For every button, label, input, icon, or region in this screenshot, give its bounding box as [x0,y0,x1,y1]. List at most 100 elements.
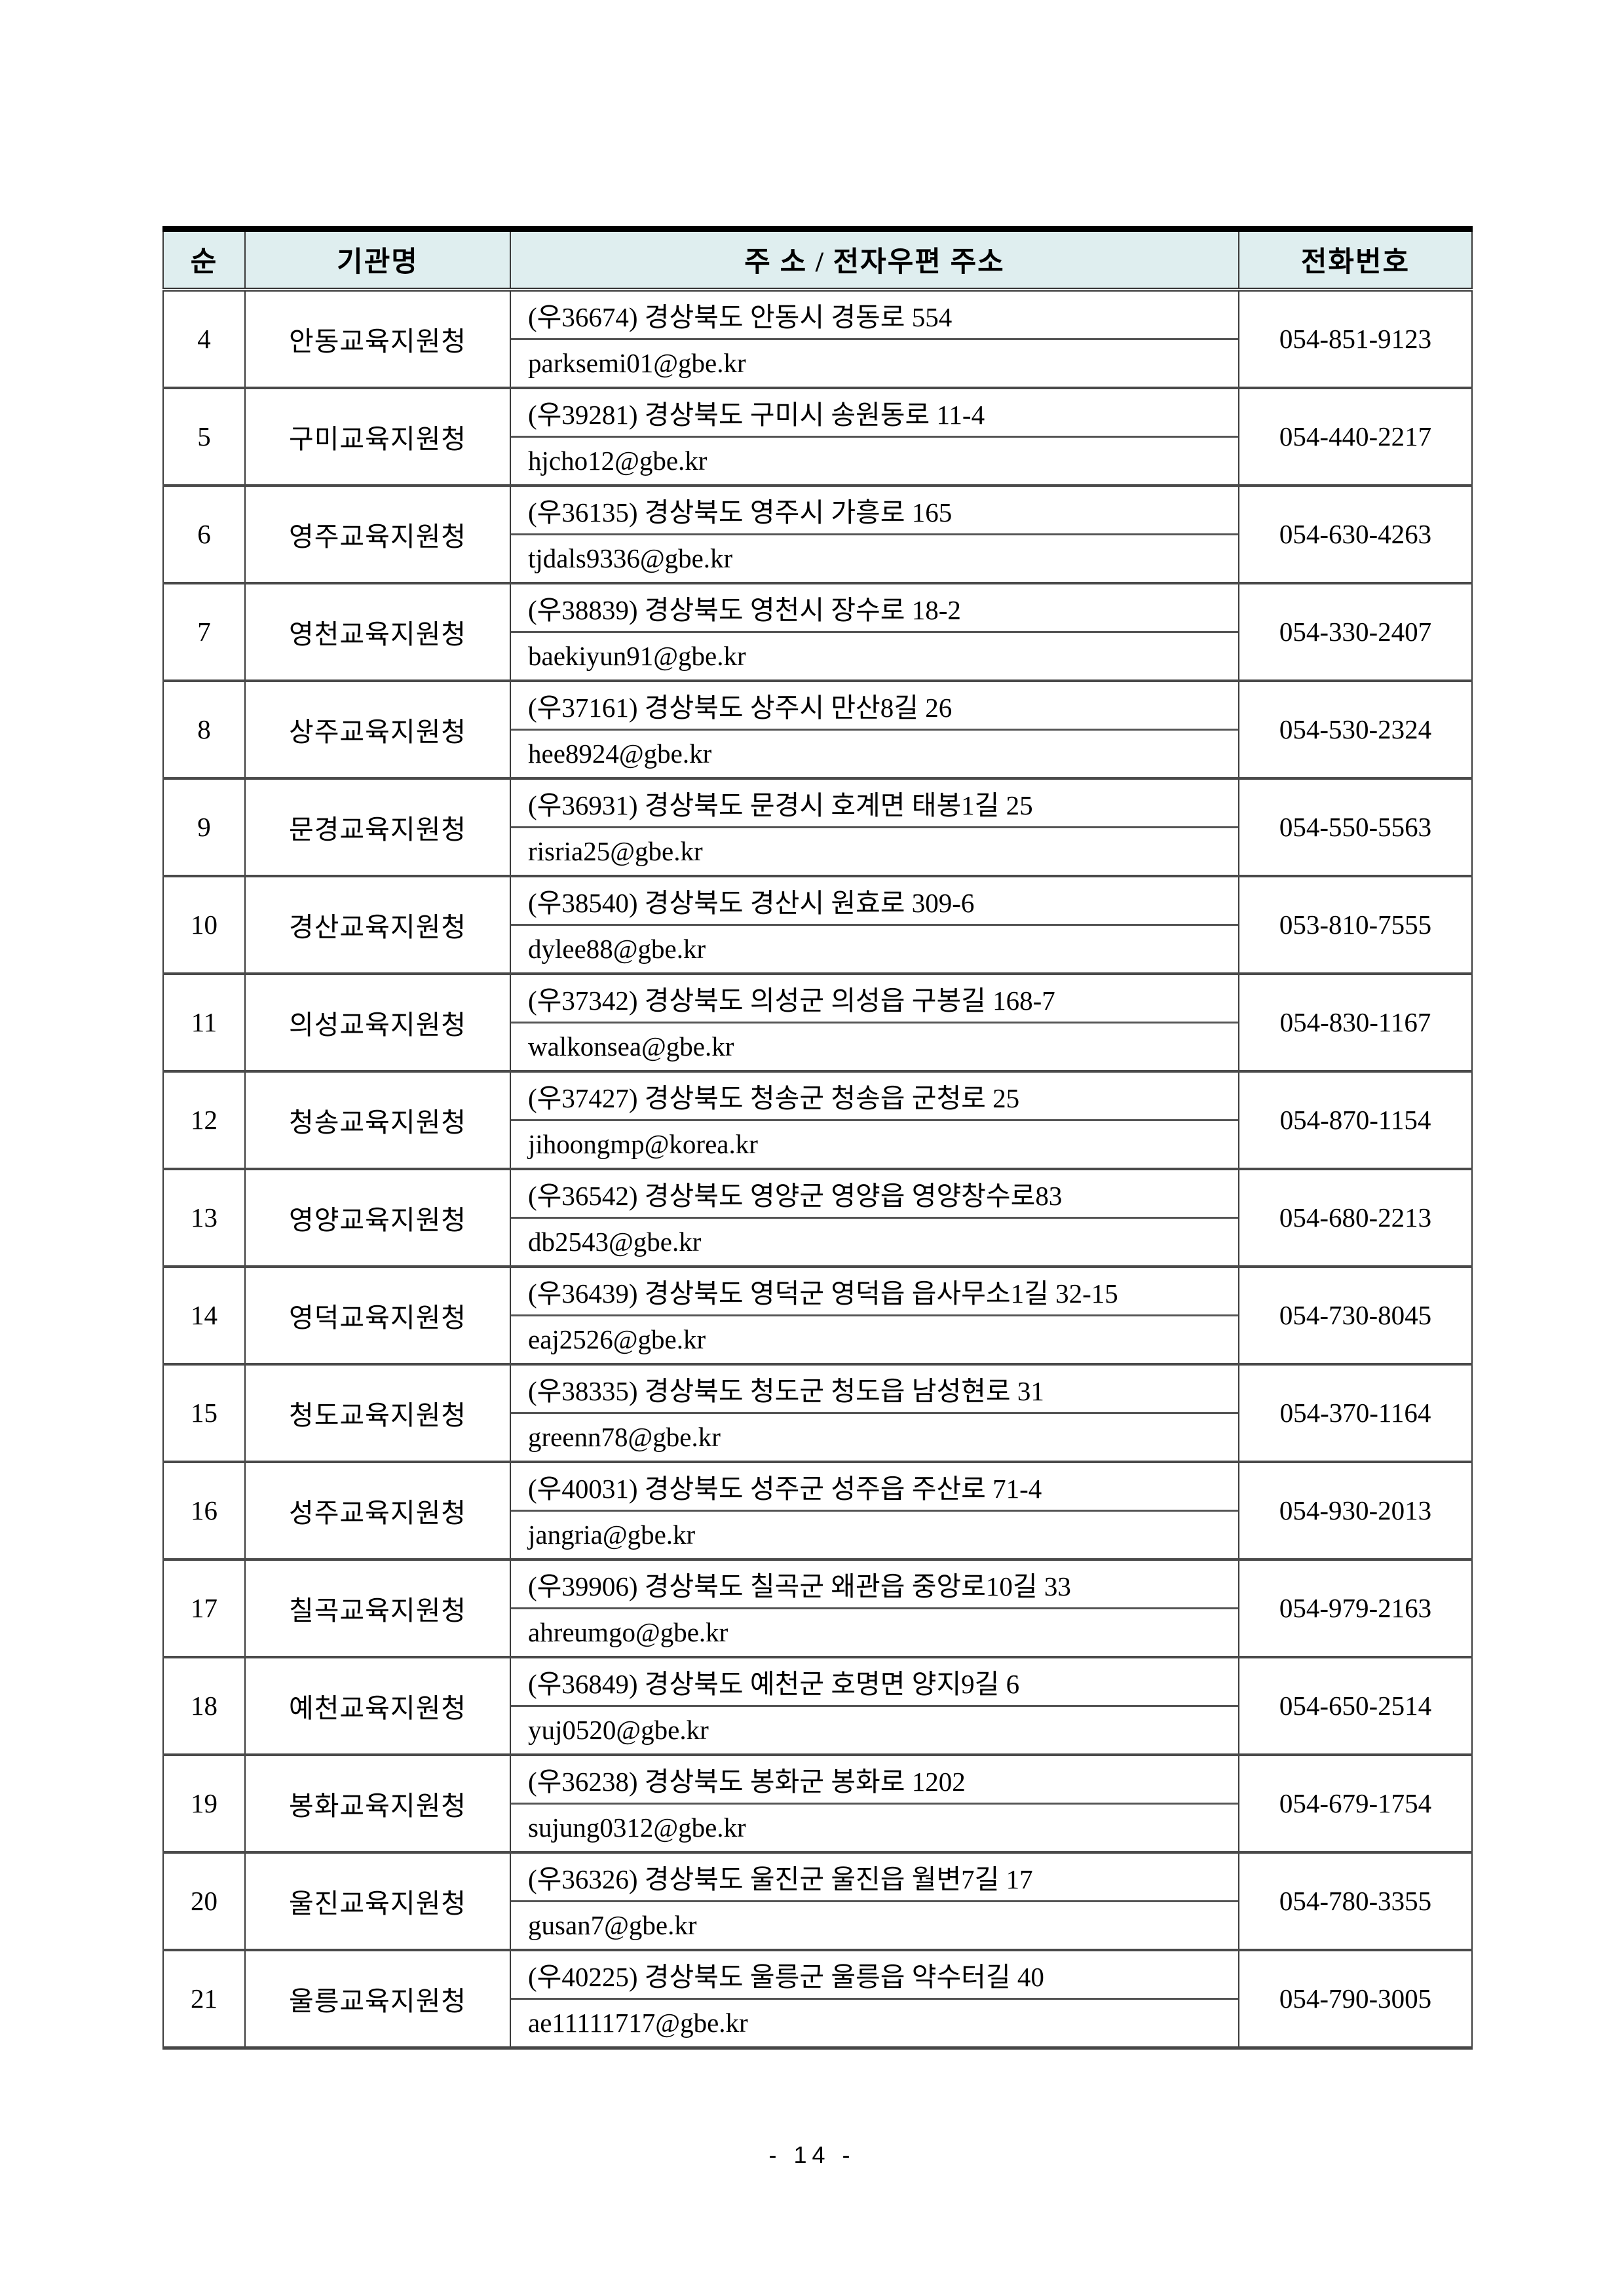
institution-name: 상주교육지원청 [244,680,511,778]
email-address: dylee88@gbe.kr [528,934,706,964]
address-email-stack: (우38839) 경상북도 영천시 장수로 18-2 baekiyun91@gb… [511,584,1238,679]
row-number: 5 [162,387,246,486]
address-email-stack: (우40225) 경상북도 울릉군 울릉읍 약수터길 40 ae11111717… [511,1951,1238,2046]
postal-address: (우37342) 경상북도 의성군 의성읍 구봉길 168-7 [511,975,1238,1024]
table-row: 16 성주교육지원청 (우40031) 경상북도 성주군 성주읍 주산로 71-… [162,1461,1473,1559]
phone-number: 054-870-1154 [1238,1071,1473,1169]
email-address: baekiyun91@gbe.kr [528,641,746,671]
email-address: tjdals9336@gbe.kr [528,543,733,573]
phone-number: 054-650-2514 [1238,1656,1473,1755]
row-number: 10 [162,875,246,974]
phone-number: 054-530-2324 [1238,680,1473,778]
address-email-stack: (우38540) 경상북도 경산시 원효로 309-6 dylee88@gbe.… [511,877,1238,972]
institution-name: 울릉교육지원청 [244,1949,511,2048]
address-email-stack: (우39906) 경상북도 칠곡군 왜관읍 중앙로10길 33 ahreumgo… [511,1561,1238,1656]
row-number: 4 [162,289,246,388]
institution-name: 영양교육지원청 [244,1168,511,1267]
phone-number: 054-679-1754 [1238,1754,1473,1852]
row-number: 19 [162,1754,246,1852]
postal-address: (우37161) 경상북도 상주시 만산8길 26 [511,682,1238,731]
address-email-stack: (우36326) 경상북도 울진군 울진읍 월변7길 17 gusan7@gbe… [511,1854,1238,1949]
phone-number: 054-550-5563 [1238,778,1473,876]
row-number: 21 [162,1949,246,2048]
postal-address: (우38839) 경상북도 영천시 장수로 18-2 [511,584,1238,633]
address-email-stack: (우36439) 경상북도 영덕군 영덕읍 읍사무소1길 32-15 eaj25… [511,1268,1238,1363]
postal-address: (우36849) 경상북도 예천군 호명면 양지9길 6 [511,1658,1238,1707]
address-email-stack: (우36542) 경상북도 영양군 영양읍 영양창수로83 db2543@gbe… [511,1170,1238,1265]
row-number: 17 [162,1559,246,1657]
institution-name: 영덕교육지원청 [244,1266,511,1364]
postal-address: (우37427) 경상북도 청송군 청송읍 군청로 25 [511,1073,1238,1121]
address-email-stack: (우36849) 경상북도 예천군 호명면 양지9길 6 yuj0520@gbe… [511,1658,1238,1753]
email-address: jangria@gbe.kr [528,1520,696,1550]
postal-address: (우40225) 경상북도 울릉군 울릉읍 약수터길 40 [511,1951,1238,2000]
phone-number: 054-630-4263 [1238,485,1473,583]
email-address: sujung0312@gbe.kr [528,1812,746,1843]
row-number: 20 [162,1852,246,1950]
table-row: 4 안동교육지원청 (우36674) 경상북도 안동시 경동로 554 park… [162,289,1473,388]
email-address: risria25@gbe.kr [528,836,703,866]
institution-name: 구미교육지원청 [244,387,511,486]
table-row: 14 영덕교육지원청 (우36439) 경상북도 영덕군 영덕읍 읍사무소1길 … [162,1266,1473,1364]
institution-name: 청도교육지원청 [244,1364,511,1462]
address-email-stack: (우36135) 경상북도 영주시 가흥로 165 tjdals9336@gbe… [511,487,1238,582]
row-number: 11 [162,973,246,1071]
table-row: 5 구미교육지원청 (우39281) 경상북도 구미시 송원동로 11-4 hj… [162,387,1473,486]
phone-number: 054-330-2407 [1238,583,1473,681]
postal-address: (우38540) 경상북도 경산시 원효로 309-6 [511,877,1238,926]
email-address: yuj0520@gbe.kr [528,1715,709,1745]
row-number: 16 [162,1461,246,1559]
phone-number: 054-790-3005 [1238,1949,1473,2048]
row-number: 15 [162,1364,246,1462]
table-row: 21 울릉교육지원청 (우40225) 경상북도 울릉군 울릉읍 약수터길 40… [162,1949,1473,2048]
address-email-stack: (우37427) 경상북도 청송군 청송읍 군청로 25 jihoongmp@k… [511,1073,1238,1168]
address-email-stack: (우36674) 경상북도 안동시 경동로 554 parksemi01@gbe… [511,292,1238,387]
institution-name: 봉화교육지원청 [244,1754,511,1852]
header-address-email: 주 소 / 전자우편 주소 [510,229,1239,292]
email-address: db2543@gbe.kr [528,1227,702,1257]
table-row: 15 청도교육지원청 (우38335) 경상북도 청도군 청도읍 남성현로 31… [162,1364,1473,1462]
postal-address: (우36326) 경상북도 울진군 울진읍 월변7길 17 [511,1854,1238,1902]
address-email-stack: (우38335) 경상북도 청도군 청도읍 남성현로 31 greenn78@g… [511,1366,1238,1461]
table-row: 6 영주교육지원청 (우36135) 경상북도 영주시 가흥로 165 tjda… [162,485,1473,583]
postal-address: (우36542) 경상북도 영양군 영양읍 영양창수로83 [511,1170,1238,1219]
education-office-contact-table: 순 기관명 주 소 / 전자우편 주소 전화번호 4 안동교육지원청 (우366… [162,226,1473,2050]
row-number: 6 [162,485,246,583]
table-row: 20 울진교육지원청 (우36326) 경상북도 울진군 울진읍 월변7길 17… [162,1852,1473,1950]
row-number: 14 [162,1266,246,1364]
postal-address: (우36674) 경상북도 안동시 경동로 554 [511,292,1238,340]
address-email-stack: (우37342) 경상북도 의성군 의성읍 구봉길 168-7 walkonse… [511,975,1238,1070]
email-address: hee8924@gbe.kr [528,738,712,769]
table-row: 13 영양교육지원청 (우36542) 경상북도 영양군 영양읍 영양창수로83… [162,1168,1473,1267]
email-address: parksemi01@gbe.kr [528,348,746,378]
address-email-stack: (우39281) 경상북도 구미시 송원동로 11-4 hjcho12@gbe.… [511,389,1238,484]
row-number: 18 [162,1656,246,1755]
header-institution: 기관명 [244,229,511,292]
table-header: 순 기관명 주 소 / 전자우편 주소 전화번호 [162,229,1473,292]
phone-number: 054-440-2217 [1238,387,1473,486]
table-row: 19 봉화교육지원청 (우36238) 경상북도 봉화군 봉화로 1202 su… [162,1754,1473,1852]
institution-name: 예천교육지원청 [244,1656,511,1755]
email-address: ae11111717@gbe.kr [528,2008,748,2038]
postal-address: (우39906) 경상북도 칠곡군 왜관읍 중앙로10길 33 [511,1561,1238,1609]
email-address: jihoongmp@korea.kr [528,1129,758,1159]
table-header-row: 순 기관명 주 소 / 전자우편 주소 전화번호 [162,229,1473,292]
address-email-stack: (우36931) 경상북도 문경시 호계면 태봉1길 25 risria25@g… [511,780,1238,875]
table-row: 8 상주교육지원청 (우37161) 경상북도 상주시 만산8길 26 hee8… [162,680,1473,778]
phone-number: 054-370-1164 [1238,1364,1473,1462]
phone-number: 054-730-8045 [1238,1266,1473,1364]
email-address: walkonsea@gbe.kr [528,1031,734,1062]
table-row: 9 문경교육지원청 (우36931) 경상북도 문경시 호계면 태봉1길 25 … [162,778,1473,876]
table-row: 17 칠곡교육지원청 (우39906) 경상북도 칠곡군 왜관읍 중앙로10길 … [162,1559,1473,1657]
phone-number: 054-830-1167 [1238,973,1473,1071]
institution-name: 성주교육지원청 [244,1461,511,1559]
postal-address: (우40031) 경상북도 성주군 성주읍 주산로 71-4 [511,1463,1238,1512]
postal-address: (우36135) 경상북도 영주시 가흥로 165 [511,487,1238,535]
table-row: 10 경산교육지원청 (우38540) 경상북도 경산시 원효로 309-6 d… [162,875,1473,974]
institution-name: 영천교육지원청 [244,583,511,681]
row-number: 7 [162,583,246,681]
table-row: 7 영천교육지원청 (우38839) 경상북도 영천시 장수로 18-2 bae… [162,583,1473,681]
institution-name: 영주교육지원청 [244,485,511,583]
table-body: 4 안동교육지원청 (우36674) 경상북도 안동시 경동로 554 park… [162,289,1473,2048]
